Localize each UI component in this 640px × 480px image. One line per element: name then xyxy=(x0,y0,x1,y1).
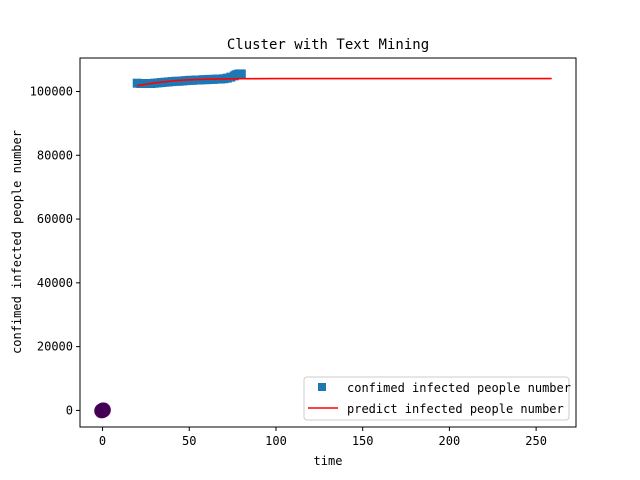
y-tick-label: 0 xyxy=(66,403,73,417)
y-tick-label: 20000 xyxy=(37,340,73,354)
y-tick-label: 80000 xyxy=(37,148,73,162)
legend-label-predict: predict infected people number xyxy=(347,402,564,416)
x-tick-label: 200 xyxy=(439,434,461,448)
plot-marks xyxy=(94,69,552,419)
x-tick-label: 0 xyxy=(99,434,106,448)
y-axis-label: confimed infected people number xyxy=(10,130,24,354)
y-tick-label: 60000 xyxy=(37,212,73,226)
x-tick-label: 250 xyxy=(525,434,547,448)
cluster-point xyxy=(94,403,110,419)
legend-box xyxy=(303,376,570,421)
x-axis: 0 50 100 150 200 250 xyxy=(99,427,547,448)
x-tick-label: 50 xyxy=(182,434,196,448)
legend-label-confirmed: confimed infected people number xyxy=(347,381,571,395)
legend: confimed infected people number predict … xyxy=(303,376,571,421)
series-line-predict xyxy=(137,77,552,87)
data-point-confirmed xyxy=(236,69,246,79)
plot-area-frame xyxy=(79,57,577,428)
legend-marker-square xyxy=(318,383,326,391)
x-tick-label: 150 xyxy=(352,434,374,448)
y-axis: 0 20000 40000 60000 80000 100000 xyxy=(30,84,80,417)
y-tick-label: 100000 xyxy=(30,84,73,98)
y-tick-label: 40000 xyxy=(37,276,73,290)
chart-title: Cluster with Text Mining xyxy=(227,37,429,53)
x-tick-label: 100 xyxy=(265,434,287,448)
x-axis-label: time xyxy=(314,454,343,468)
